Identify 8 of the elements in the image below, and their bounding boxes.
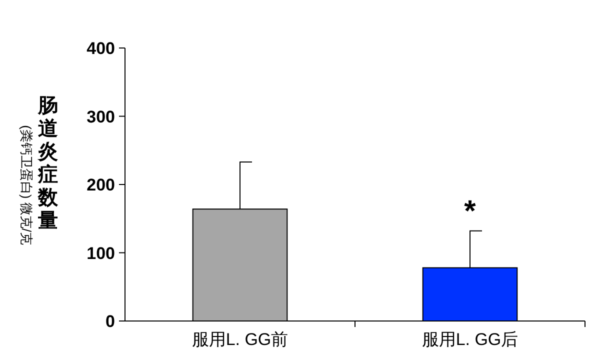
x-tick-label: 服用L. GG前 <box>192 330 288 349</box>
y-tick-label: 400 <box>86 39 115 58</box>
y-tick-label: 300 <box>86 107 115 126</box>
y-tick-label: 100 <box>86 244 115 263</box>
annotation: * <box>464 194 476 228</box>
y-tick-label: 0 <box>106 312 115 331</box>
y-tick-label: 200 <box>86 176 115 194</box>
x-tick-label: 服用L. GG后 <box>422 330 518 349</box>
